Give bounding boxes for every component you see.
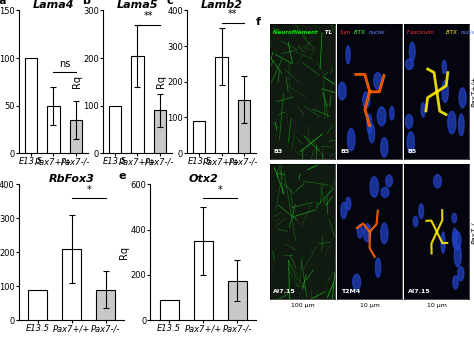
Text: **: ** [144, 11, 153, 21]
Text: Fasciculin: Fasciculin [407, 30, 436, 35]
Ellipse shape [442, 80, 448, 103]
Ellipse shape [347, 128, 355, 151]
Bar [237, 100, 250, 153]
Ellipse shape [442, 60, 447, 74]
Text: nuclei: nuclei [461, 30, 474, 35]
Text: c: c [166, 0, 173, 6]
Title: Otx2: Otx2 [188, 174, 218, 184]
Ellipse shape [452, 213, 456, 223]
Text: b: b [82, 0, 90, 6]
Y-axis label: Rq: Rq [119, 246, 129, 259]
Ellipse shape [454, 244, 461, 267]
Text: BTX: BTX [354, 30, 367, 35]
Text: ns: ns [59, 59, 70, 69]
Text: AI7.15: AI7.15 [273, 289, 296, 294]
Text: B5: B5 [408, 149, 417, 154]
Y-axis label: Rq: Rq [72, 75, 82, 88]
Ellipse shape [369, 124, 374, 143]
Ellipse shape [410, 42, 415, 61]
Text: AI7.15: AI7.15 [408, 289, 430, 294]
Bar [194, 241, 212, 320]
Text: 10 μm: 10 μm [427, 303, 447, 308]
Y-axis label: Rq: Rq [155, 75, 165, 88]
Text: *: * [86, 185, 91, 195]
Text: T2M4: T2M4 [340, 289, 360, 294]
Ellipse shape [364, 224, 371, 242]
Ellipse shape [346, 46, 350, 64]
Ellipse shape [453, 276, 458, 289]
Ellipse shape [448, 111, 456, 134]
Bar [160, 300, 179, 320]
Ellipse shape [346, 197, 351, 210]
Bar [154, 110, 166, 153]
Text: Syn: Syn [340, 30, 352, 35]
Text: nuclei: nuclei [368, 30, 385, 35]
Ellipse shape [338, 82, 346, 100]
Text: f: f [256, 17, 261, 27]
Ellipse shape [453, 231, 461, 250]
Bar [47, 105, 60, 153]
Ellipse shape [405, 59, 413, 70]
Ellipse shape [413, 216, 418, 227]
Text: 10 μm: 10 μm [360, 303, 380, 308]
Bar [28, 290, 47, 320]
Ellipse shape [375, 258, 381, 277]
Ellipse shape [374, 73, 382, 89]
Ellipse shape [341, 202, 347, 219]
Ellipse shape [421, 103, 425, 117]
Ellipse shape [370, 177, 379, 197]
Title: Lama4: Lama4 [33, 0, 74, 10]
Text: B5: B5 [340, 149, 350, 154]
Ellipse shape [386, 175, 392, 187]
Text: BTX: BTX [446, 30, 459, 35]
Ellipse shape [367, 114, 372, 134]
Ellipse shape [353, 274, 361, 290]
Ellipse shape [419, 204, 424, 219]
Text: B3: B3 [273, 149, 283, 154]
Ellipse shape [434, 175, 441, 188]
Text: **: ** [228, 9, 237, 19]
Bar [96, 290, 115, 320]
Text: Pax7+/+: Pax7+/+ [472, 76, 474, 108]
Bar [215, 57, 228, 153]
Ellipse shape [377, 107, 386, 126]
Text: *: * [218, 185, 223, 195]
Text: Neurofilament: Neurofilament [273, 30, 319, 35]
Bar [70, 120, 82, 153]
Bar [25, 58, 37, 153]
Bar [109, 105, 121, 153]
Ellipse shape [441, 232, 445, 253]
Ellipse shape [458, 267, 464, 281]
Ellipse shape [452, 228, 457, 245]
Title: RbFox3: RbFox3 [49, 174, 95, 184]
Ellipse shape [381, 137, 388, 157]
Title: Lama5: Lama5 [117, 0, 158, 10]
Ellipse shape [407, 132, 414, 153]
Ellipse shape [381, 223, 388, 244]
Bar [63, 249, 81, 320]
Text: e: e [119, 171, 127, 181]
Ellipse shape [405, 114, 413, 128]
Text: TL: TL [323, 30, 332, 35]
Text: a: a [0, 0, 6, 6]
Ellipse shape [390, 106, 394, 120]
Bar [193, 121, 205, 153]
Text: 100 μm: 100 μm [291, 303, 314, 308]
Ellipse shape [357, 224, 363, 238]
Ellipse shape [381, 188, 389, 197]
Title: Lamb2: Lamb2 [201, 0, 243, 10]
Text: Pax7-/-: Pax7-/- [472, 220, 474, 244]
Ellipse shape [458, 114, 464, 136]
Ellipse shape [363, 92, 370, 108]
Bar [228, 280, 246, 320]
Bar [131, 56, 144, 153]
Ellipse shape [459, 88, 466, 108]
